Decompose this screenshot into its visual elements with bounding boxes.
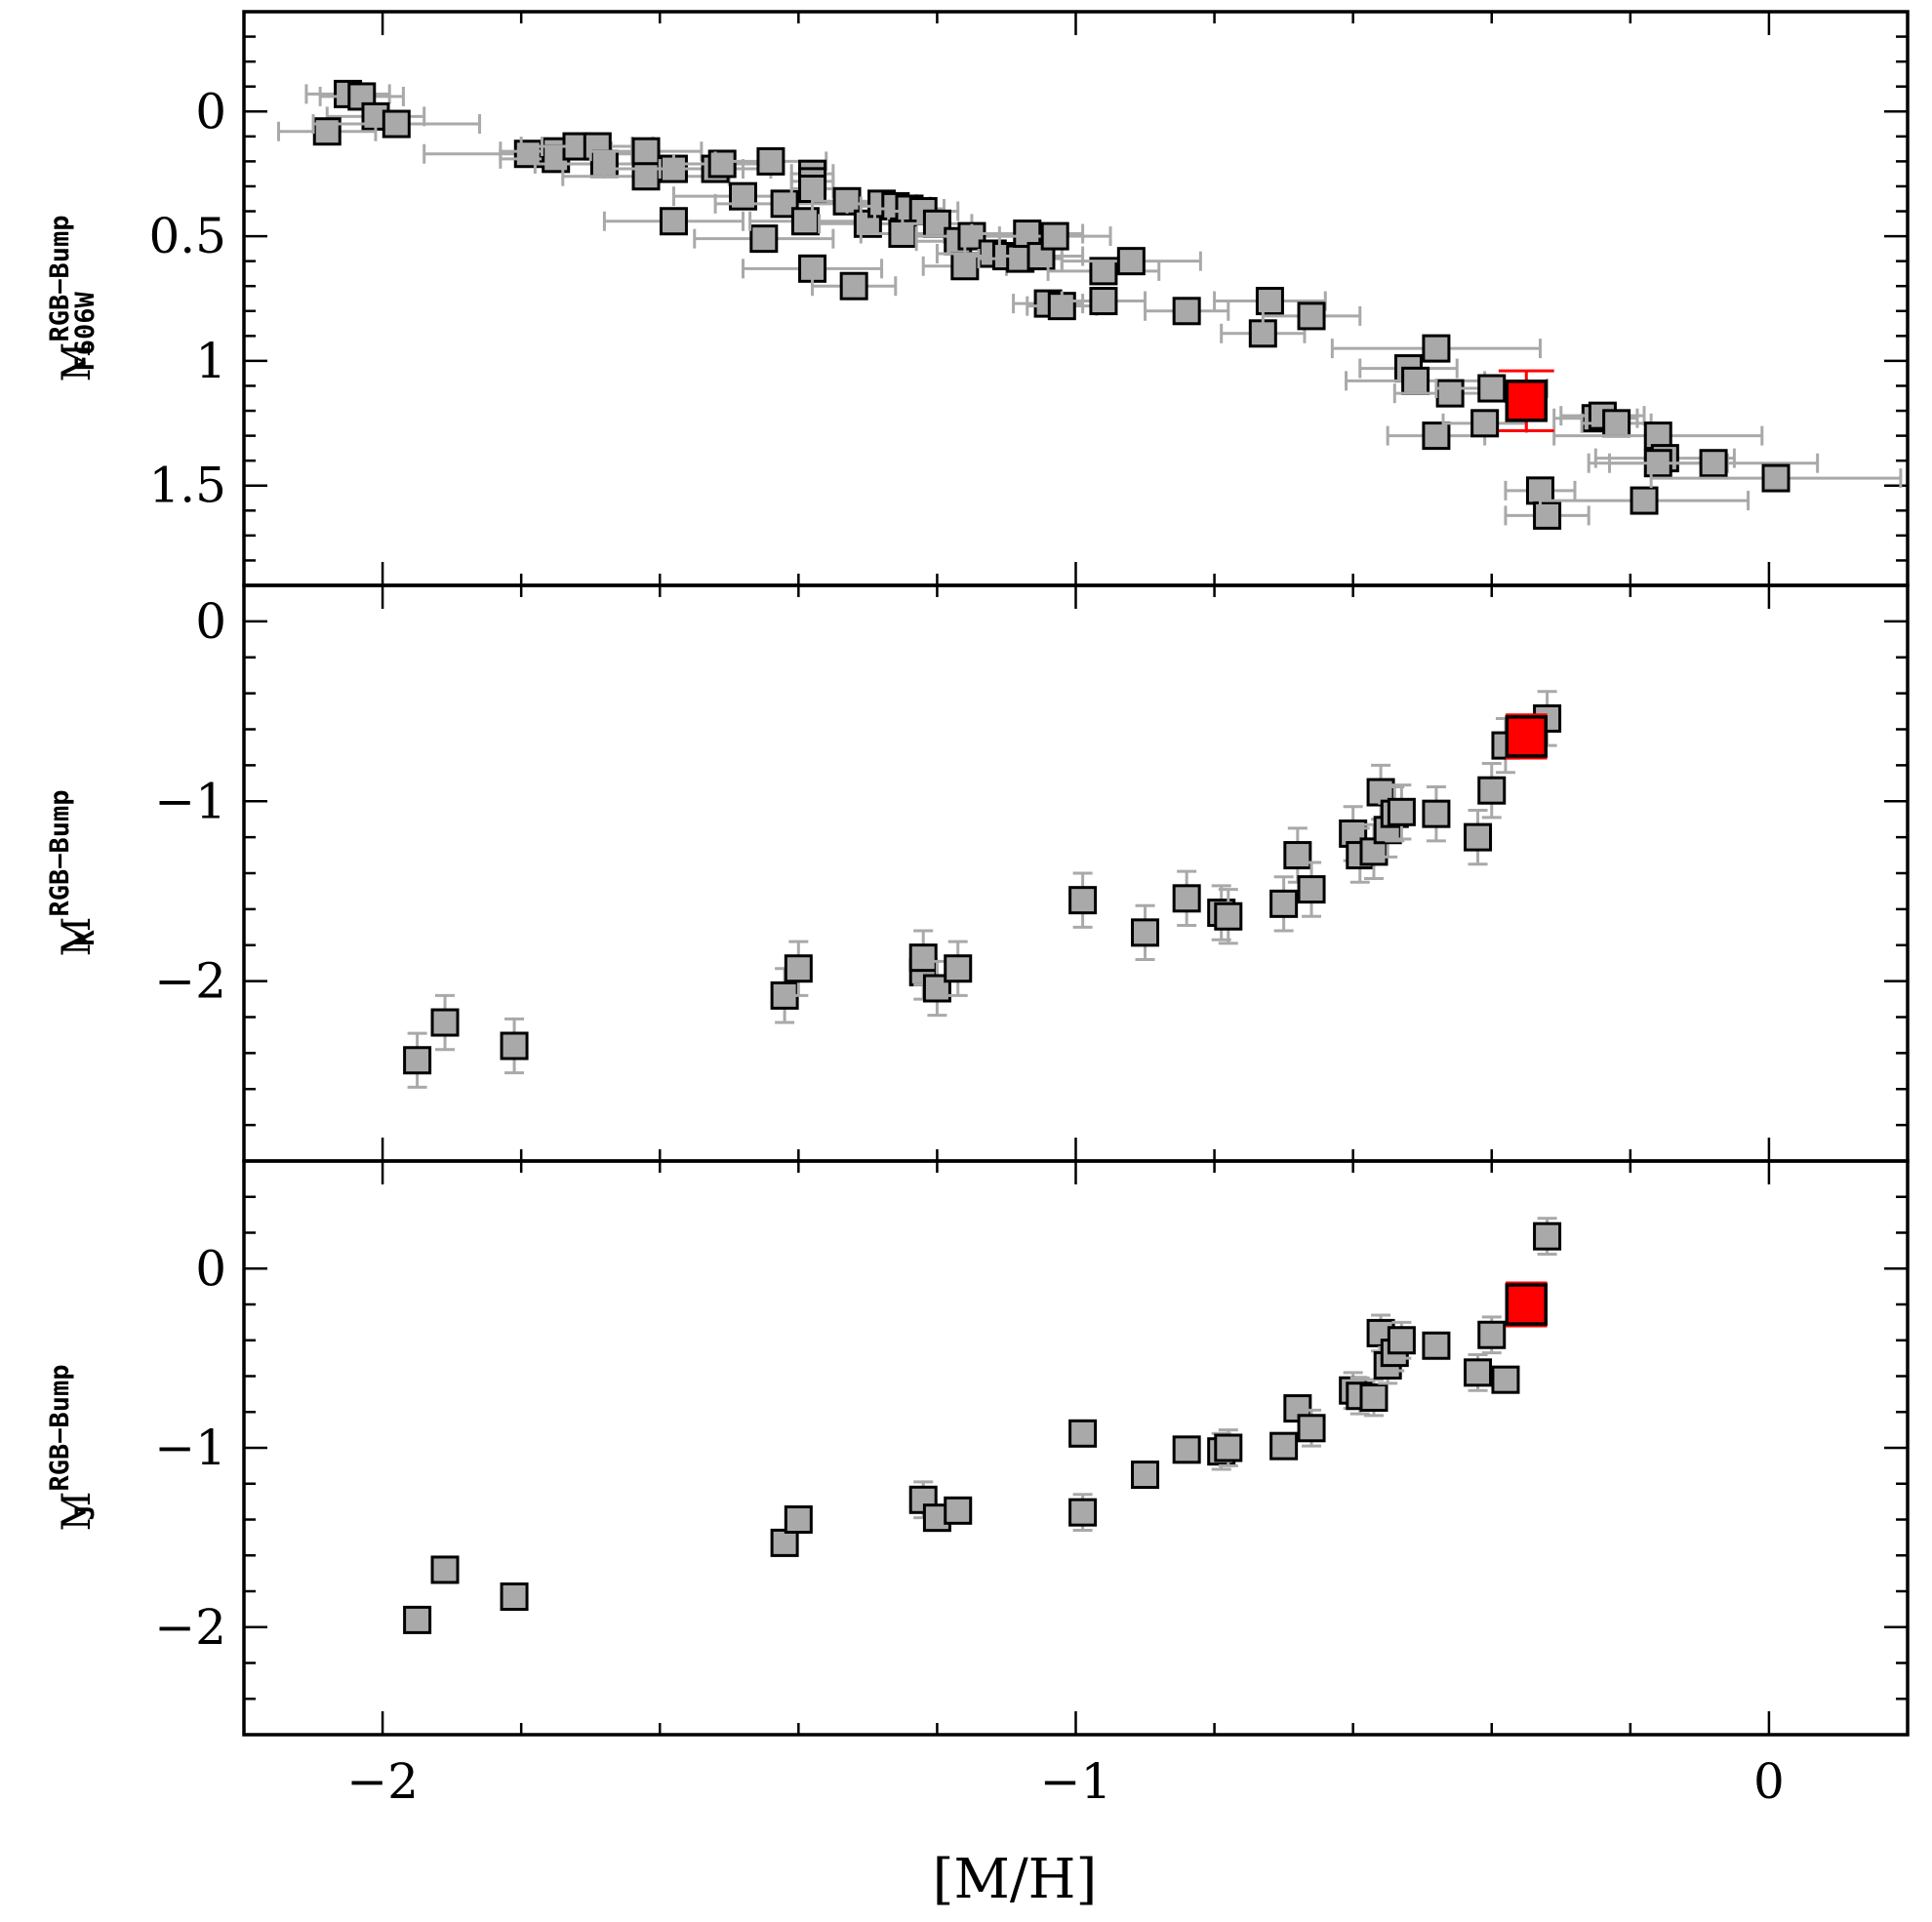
y-axis-label-k: MRGB−Bump K bbox=[45, 789, 101, 956]
y-tick-label: −2 bbox=[154, 953, 226, 1010]
data-point bbox=[1630, 486, 1659, 515]
data-point bbox=[1172, 297, 1201, 326]
y-tick-label: 0 bbox=[195, 83, 226, 140]
data-point bbox=[1464, 1358, 1493, 1387]
data-point bbox=[1533, 501, 1562, 530]
y-axis-label-main: M bbox=[55, 342, 100, 382]
data-point bbox=[1477, 776, 1507, 805]
y-tick-label: −2 bbox=[154, 1599, 226, 1656]
y-tick-label: −1 bbox=[154, 1420, 226, 1476]
y-axis-label-sup: RGB−Bump bbox=[45, 789, 75, 916]
panel-k: −2 −1 0 MRGB−Bump K bbox=[45, 583, 1910, 1163]
data-point bbox=[784, 1505, 813, 1534]
data-point bbox=[403, 1605, 432, 1634]
data-point bbox=[1283, 841, 1312, 870]
data-point bbox=[749, 224, 779, 254]
data-point bbox=[784, 954, 813, 983]
y-tick-label: −1 bbox=[154, 773, 226, 829]
data-point bbox=[756, 146, 785, 176]
data-point bbox=[1172, 884, 1201, 913]
data-point bbox=[403, 1046, 432, 1075]
data-point bbox=[1068, 1498, 1098, 1527]
data-point bbox=[500, 1031, 529, 1061]
y-axis-label-sub: J bbox=[70, 1504, 101, 1520]
data-point bbox=[944, 1496, 973, 1525]
y-tick-label: 1 bbox=[195, 333, 226, 389]
data-point bbox=[1602, 409, 1631, 438]
data-point bbox=[631, 137, 661, 166]
data-point bbox=[1699, 449, 1728, 478]
panel-j: −2 −1 0 MRGB−Bump J −2 −1 0 bbox=[45, 1159, 1910, 1810]
y-tick-label: 0 bbox=[195, 593, 226, 650]
data-point bbox=[908, 943, 938, 973]
data-point bbox=[1172, 1435, 1201, 1464]
data-point bbox=[1269, 1431, 1299, 1461]
data-point bbox=[1089, 287, 1118, 316]
data-point bbox=[1089, 257, 1118, 286]
y-tick-label: 0.5 bbox=[148, 208, 226, 264]
data-point bbox=[1131, 918, 1160, 947]
data-point bbox=[944, 954, 973, 983]
data-point bbox=[1255, 287, 1284, 316]
x-axis-label: [M/H] bbox=[933, 1848, 1098, 1911]
x-tick-label: −2 bbox=[346, 1753, 419, 1810]
y-axis-label-f606w: MRGB−BumpF606W bbox=[45, 215, 101, 381]
data-point bbox=[1387, 797, 1416, 826]
y-axis-label-main: M bbox=[55, 917, 100, 957]
y-tick-label: 0 bbox=[195, 1240, 226, 1297]
data-point bbox=[1116, 247, 1146, 276]
data-point bbox=[1422, 799, 1451, 828]
data-point bbox=[1068, 1419, 1098, 1448]
panel-f606w: 0 0.5 1 1.5 MRGB−BumpF606W bbox=[45, 10, 1910, 587]
highlight-point bbox=[1505, 1283, 1549, 1326]
data-point bbox=[500, 1582, 529, 1612]
chart-panels: 00.511.5MRGB−BumpF606W−2−10MRGB−BumpK−2−… bbox=[45, 10, 1910, 1810]
highlight-point bbox=[1505, 380, 1549, 422]
x-tick-label: 0 bbox=[1753, 1753, 1785, 1810]
data-point bbox=[1297, 301, 1326, 331]
data-point bbox=[1269, 889, 1299, 918]
data-point bbox=[1297, 875, 1326, 904]
panel-frame-j bbox=[242, 1159, 1910, 1737]
x-tick-label: −1 bbox=[1040, 1753, 1112, 1810]
data-point bbox=[1297, 1414, 1326, 1443]
data-point bbox=[659, 207, 688, 236]
data-point bbox=[839, 271, 868, 300]
data-point bbox=[1387, 1326, 1416, 1355]
data-point bbox=[790, 207, 820, 236]
data-point bbox=[1401, 366, 1430, 395]
data-point bbox=[1040, 221, 1069, 251]
y-axis-label-main: M bbox=[55, 1492, 100, 1532]
data-point bbox=[1470, 409, 1500, 438]
data-point bbox=[1214, 1433, 1243, 1462]
data-point bbox=[430, 1008, 460, 1037]
data-point bbox=[1477, 374, 1507, 403]
y-axis-label-sub: F606W bbox=[70, 291, 101, 371]
data-point bbox=[1422, 1331, 1451, 1360]
data-point bbox=[1491, 1365, 1520, 1394]
y-axis-label-sub: K bbox=[70, 929, 101, 945]
data-point bbox=[707, 149, 737, 179]
data-point bbox=[1422, 421, 1451, 451]
data-point bbox=[1131, 1461, 1160, 1490]
data-point bbox=[1435, 379, 1465, 408]
y-axis-label-sup: RGB−Bump bbox=[45, 1364, 75, 1491]
y-axis-label-sup: RGB−Bump bbox=[45, 215, 75, 341]
data-point bbox=[1464, 822, 1493, 852]
data-point bbox=[1068, 886, 1098, 915]
data-point bbox=[1214, 901, 1243, 931]
data-point bbox=[1422, 334, 1451, 363]
highlight-point bbox=[1505, 715, 1549, 758]
y-axis-label-j: MRGB−Bump J bbox=[45, 1364, 101, 1531]
data-point bbox=[922, 974, 951, 1003]
data-point bbox=[430, 1555, 460, 1584]
data-point bbox=[1761, 463, 1791, 493]
data-point bbox=[1477, 1320, 1507, 1349]
data-point bbox=[1359, 1383, 1389, 1413]
data-point bbox=[382, 109, 411, 139]
y-tick-label: 1.5 bbox=[148, 458, 226, 514]
data-point bbox=[1533, 1221, 1562, 1251]
data-point bbox=[770, 1528, 799, 1557]
